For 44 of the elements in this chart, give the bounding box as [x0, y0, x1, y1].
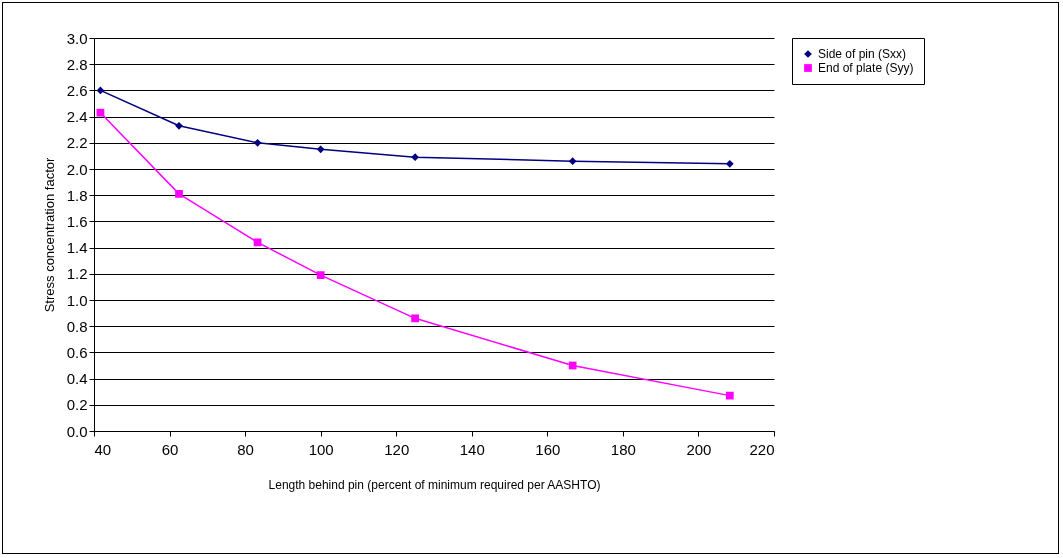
- x-tick-label: 220: [749, 440, 775, 458]
- y-tick-label: 0.2: [66, 396, 88, 414]
- x-tick-label: 140: [459, 440, 485, 458]
- y-tick-label: 1.8: [66, 186, 88, 204]
- x-tick-label: 80: [237, 440, 254, 458]
- point: [316, 271, 325, 279]
- point: [411, 153, 419, 162]
- x-tick-label: 180: [610, 440, 636, 458]
- y-tick-label: 2.4: [66, 108, 88, 126]
- y-tick-label: 3.0: [66, 29, 88, 47]
- point: [725, 159, 734, 168]
- x-axis-title: Length behind pin (percent of minimum required per AASHTO): [268, 477, 601, 492]
- point: [316, 145, 325, 154]
- y-tick-label: 2.6: [66, 81, 88, 99]
- y-tick-label: 0.8: [66, 317, 88, 335]
- y-tick-label: 2.0: [66, 160, 88, 178]
- point: [96, 108, 105, 117]
- y-tick-label: 2.8: [66, 55, 88, 73]
- y-tick-label: 0.0: [66, 422, 88, 440]
- point: [253, 238, 262, 247]
- point: [568, 361, 577, 370]
- x-tick-label: 120: [384, 440, 410, 458]
- point: [253, 138, 262, 147]
- legend-label: End of plate (Syy): [818, 61, 914, 75]
- y-axis-title: Stress concentration factor: [41, 157, 57, 313]
- y-tick-label: 1.0: [66, 291, 88, 309]
- y-tick-label: 1.2: [66, 265, 88, 283]
- x-tick-label: 200: [686, 440, 712, 458]
- x-tick-label: 100: [308, 440, 334, 458]
- y-tick-label: 1.6: [66, 212, 88, 230]
- y-tick-label: 0.4: [66, 370, 88, 388]
- x-tick-label: 60: [161, 440, 179, 458]
- x-tick-label: 40: [94, 440, 112, 458]
- point: [175, 121, 183, 130]
- legend-label: Side of pin (Sxx): [818, 47, 907, 61]
- point: [411, 314, 419, 323]
- point: [725, 391, 734, 400]
- point: [175, 190, 183, 198]
- x-tick-label: 160: [535, 440, 561, 458]
- point: [568, 157, 577, 166]
- y-tick-label: 0.6: [66, 343, 88, 361]
- y-tick-label: 2.2: [66, 134, 88, 152]
- point: [96, 86, 105, 95]
- y-tick-label: 1.4: [66, 239, 88, 257]
